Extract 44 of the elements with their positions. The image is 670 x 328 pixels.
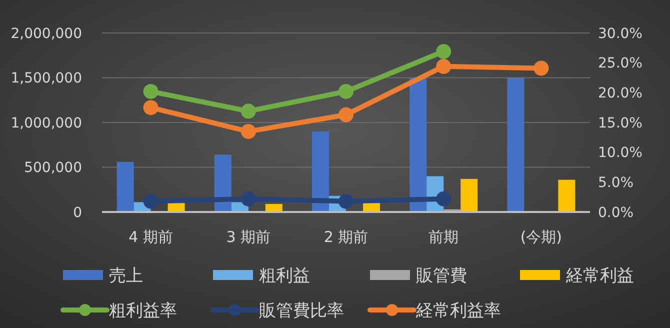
y2-tick-label: 0.0% [598, 204, 634, 221]
y2-tick-label: 10.0% [598, 145, 642, 162]
point [240, 104, 256, 119]
bar [312, 131, 329, 212]
point [338, 194, 354, 209]
y2-tick-label: 25.0% [598, 56, 642, 72]
y2-tick-label: 5.0% [598, 175, 634, 192]
point [240, 191, 256, 206]
bar [460, 178, 478, 212]
point [436, 58, 452, 74]
legend-label: 売上 [109, 266, 143, 286]
y2-tick-label: 20.0% [598, 86, 642, 102]
bar [214, 154, 232, 212]
point [338, 107, 354, 122]
point [143, 84, 158, 99]
point [240, 124, 256, 139]
y-tick-label: 500,000 [24, 160, 82, 176]
bar [507, 78, 524, 212]
point [436, 44, 452, 59]
legend-label: 販管費 [416, 266, 467, 286]
x-tick-label: 2 期前 [324, 228, 368, 246]
bar [410, 78, 427, 212]
x-tick-label: 4 期前 [128, 228, 173, 246]
legend-label: 経常利益 [565, 266, 634, 286]
legend-label: 販管費比率 [259, 300, 344, 321]
point [143, 194, 158, 209]
point [143, 100, 158, 116]
x-tick-label: (今期) [520, 228, 562, 246]
legend-label: 粗利益率 [109, 300, 177, 321]
legend-label: 経常利益率 [415, 300, 501, 321]
x-tick-label: 前期 [428, 228, 459, 246]
y-tick-label: 0 [73, 204, 82, 221]
y-tick-label: 1,500,000 [10, 70, 82, 87]
point [534, 60, 549, 76]
point [338, 84, 354, 99]
legend-label: 粗利益 [259, 266, 310, 286]
bar [558, 180, 576, 212]
y2-tick-label: 30.0% [598, 26, 642, 42]
x-tick-label: 3 期前 [226, 228, 271, 246]
y2-tick-label: 15.0% [598, 115, 642, 132]
y-tick-label: 2,000,000 [10, 26, 82, 42]
y-tick-label: 1,000,000 [10, 115, 82, 132]
bar [116, 162, 134, 212]
point [436, 191, 452, 206]
